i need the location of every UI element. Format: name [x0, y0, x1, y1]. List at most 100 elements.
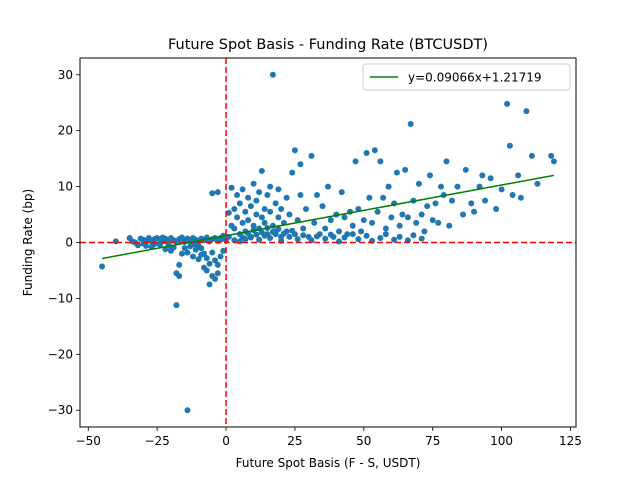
y-tick-label: 10 — [58, 180, 73, 194]
data-point — [534, 180, 541, 187]
data-point — [256, 189, 263, 196]
data-point — [212, 275, 219, 282]
data-point — [327, 231, 334, 238]
data-point — [360, 217, 367, 224]
data-point — [418, 235, 425, 242]
legend-label: y=0.09066x+1.21719 — [408, 71, 542, 85]
data-point — [396, 233, 403, 240]
data-point — [250, 180, 257, 187]
data-point — [349, 231, 356, 238]
data-point — [245, 194, 252, 201]
legend: y=0.09066x+1.21719 — [362, 63, 571, 91]
y-axis-label: Funding Rate (bp) — [21, 189, 35, 296]
data-point — [242, 208, 249, 215]
data-point — [410, 232, 417, 239]
data-point — [449, 197, 455, 204]
legend-box — [362, 63, 571, 91]
data-point — [214, 270, 221, 277]
data-point — [308, 152, 315, 159]
y-tick-label: −20 — [48, 347, 73, 361]
data-point — [377, 158, 384, 165]
data-point — [134, 242, 141, 249]
data-point — [352, 158, 359, 165]
data-point — [159, 234, 166, 241]
data-point — [402, 166, 409, 173]
data-point — [214, 189, 221, 196]
data-point — [426, 172, 433, 179]
data-point — [523, 108, 530, 115]
data-point — [418, 211, 425, 218]
data-point — [404, 214, 411, 221]
data-point — [253, 231, 260, 238]
data-point — [300, 232, 307, 239]
data-point — [181, 245, 188, 252]
data-point — [341, 214, 348, 221]
data-point — [203, 255, 210, 262]
chart-title: Future Spot Basis - Funding Rate (BTCUSD… — [168, 37, 488, 53]
data-point — [261, 219, 268, 226]
data-point — [471, 208, 478, 215]
data-point — [258, 229, 265, 236]
data-point — [283, 194, 290, 201]
x-tick-label: −50 — [76, 434, 101, 448]
data-point — [509, 191, 516, 198]
data-point — [245, 217, 252, 224]
data-point — [253, 211, 260, 218]
data-point — [366, 194, 373, 201]
data-point — [278, 205, 285, 212]
data-point — [209, 249, 216, 256]
data-point — [206, 260, 213, 267]
data-point — [437, 183, 444, 190]
data-point — [234, 191, 241, 198]
data-point — [355, 236, 362, 243]
data-point — [482, 197, 489, 204]
data-point — [399, 211, 406, 218]
data-point — [294, 236, 301, 243]
data-point — [550, 158, 557, 165]
data-point — [443, 158, 450, 165]
data-point — [220, 247, 227, 254]
data-point — [264, 191, 271, 198]
data-point — [184, 249, 191, 256]
data-point — [247, 203, 254, 210]
data-point — [393, 169, 400, 176]
data-point — [385, 183, 392, 190]
data-point — [195, 256, 202, 263]
y-tick-label: −10 — [48, 291, 73, 305]
data-point — [374, 208, 381, 215]
x-tick-label: 0 — [222, 434, 230, 448]
data-point — [515, 172, 522, 179]
data-point — [327, 217, 334, 224]
fit-line-group — [101, 174, 555, 260]
data-point — [413, 219, 420, 226]
data-point — [498, 186, 505, 193]
data-point — [421, 228, 428, 235]
data-point — [363, 150, 370, 157]
data-point — [297, 161, 304, 168]
data-point — [267, 235, 274, 242]
data-point — [267, 183, 274, 190]
data-point — [341, 234, 348, 241]
y-tick-label: −30 — [48, 403, 73, 417]
data-point — [151, 236, 158, 243]
data-point — [286, 211, 293, 218]
data-point — [236, 200, 243, 207]
data-point — [517, 194, 524, 201]
data-point — [336, 238, 343, 245]
data-point — [256, 236, 263, 243]
data-point — [479, 172, 486, 179]
x-tick-label: −25 — [144, 434, 169, 448]
data-point — [407, 120, 414, 127]
data-point — [358, 228, 365, 235]
data-point — [258, 214, 265, 221]
data-point — [506, 142, 513, 149]
data-point — [325, 183, 331, 190]
data-point — [322, 235, 329, 242]
data-point — [178, 250, 185, 257]
data-point — [319, 203, 326, 210]
fit-line — [101, 174, 555, 260]
x-tick-label: 75 — [425, 434, 440, 448]
data-point — [272, 200, 279, 207]
data-point — [487, 175, 494, 182]
